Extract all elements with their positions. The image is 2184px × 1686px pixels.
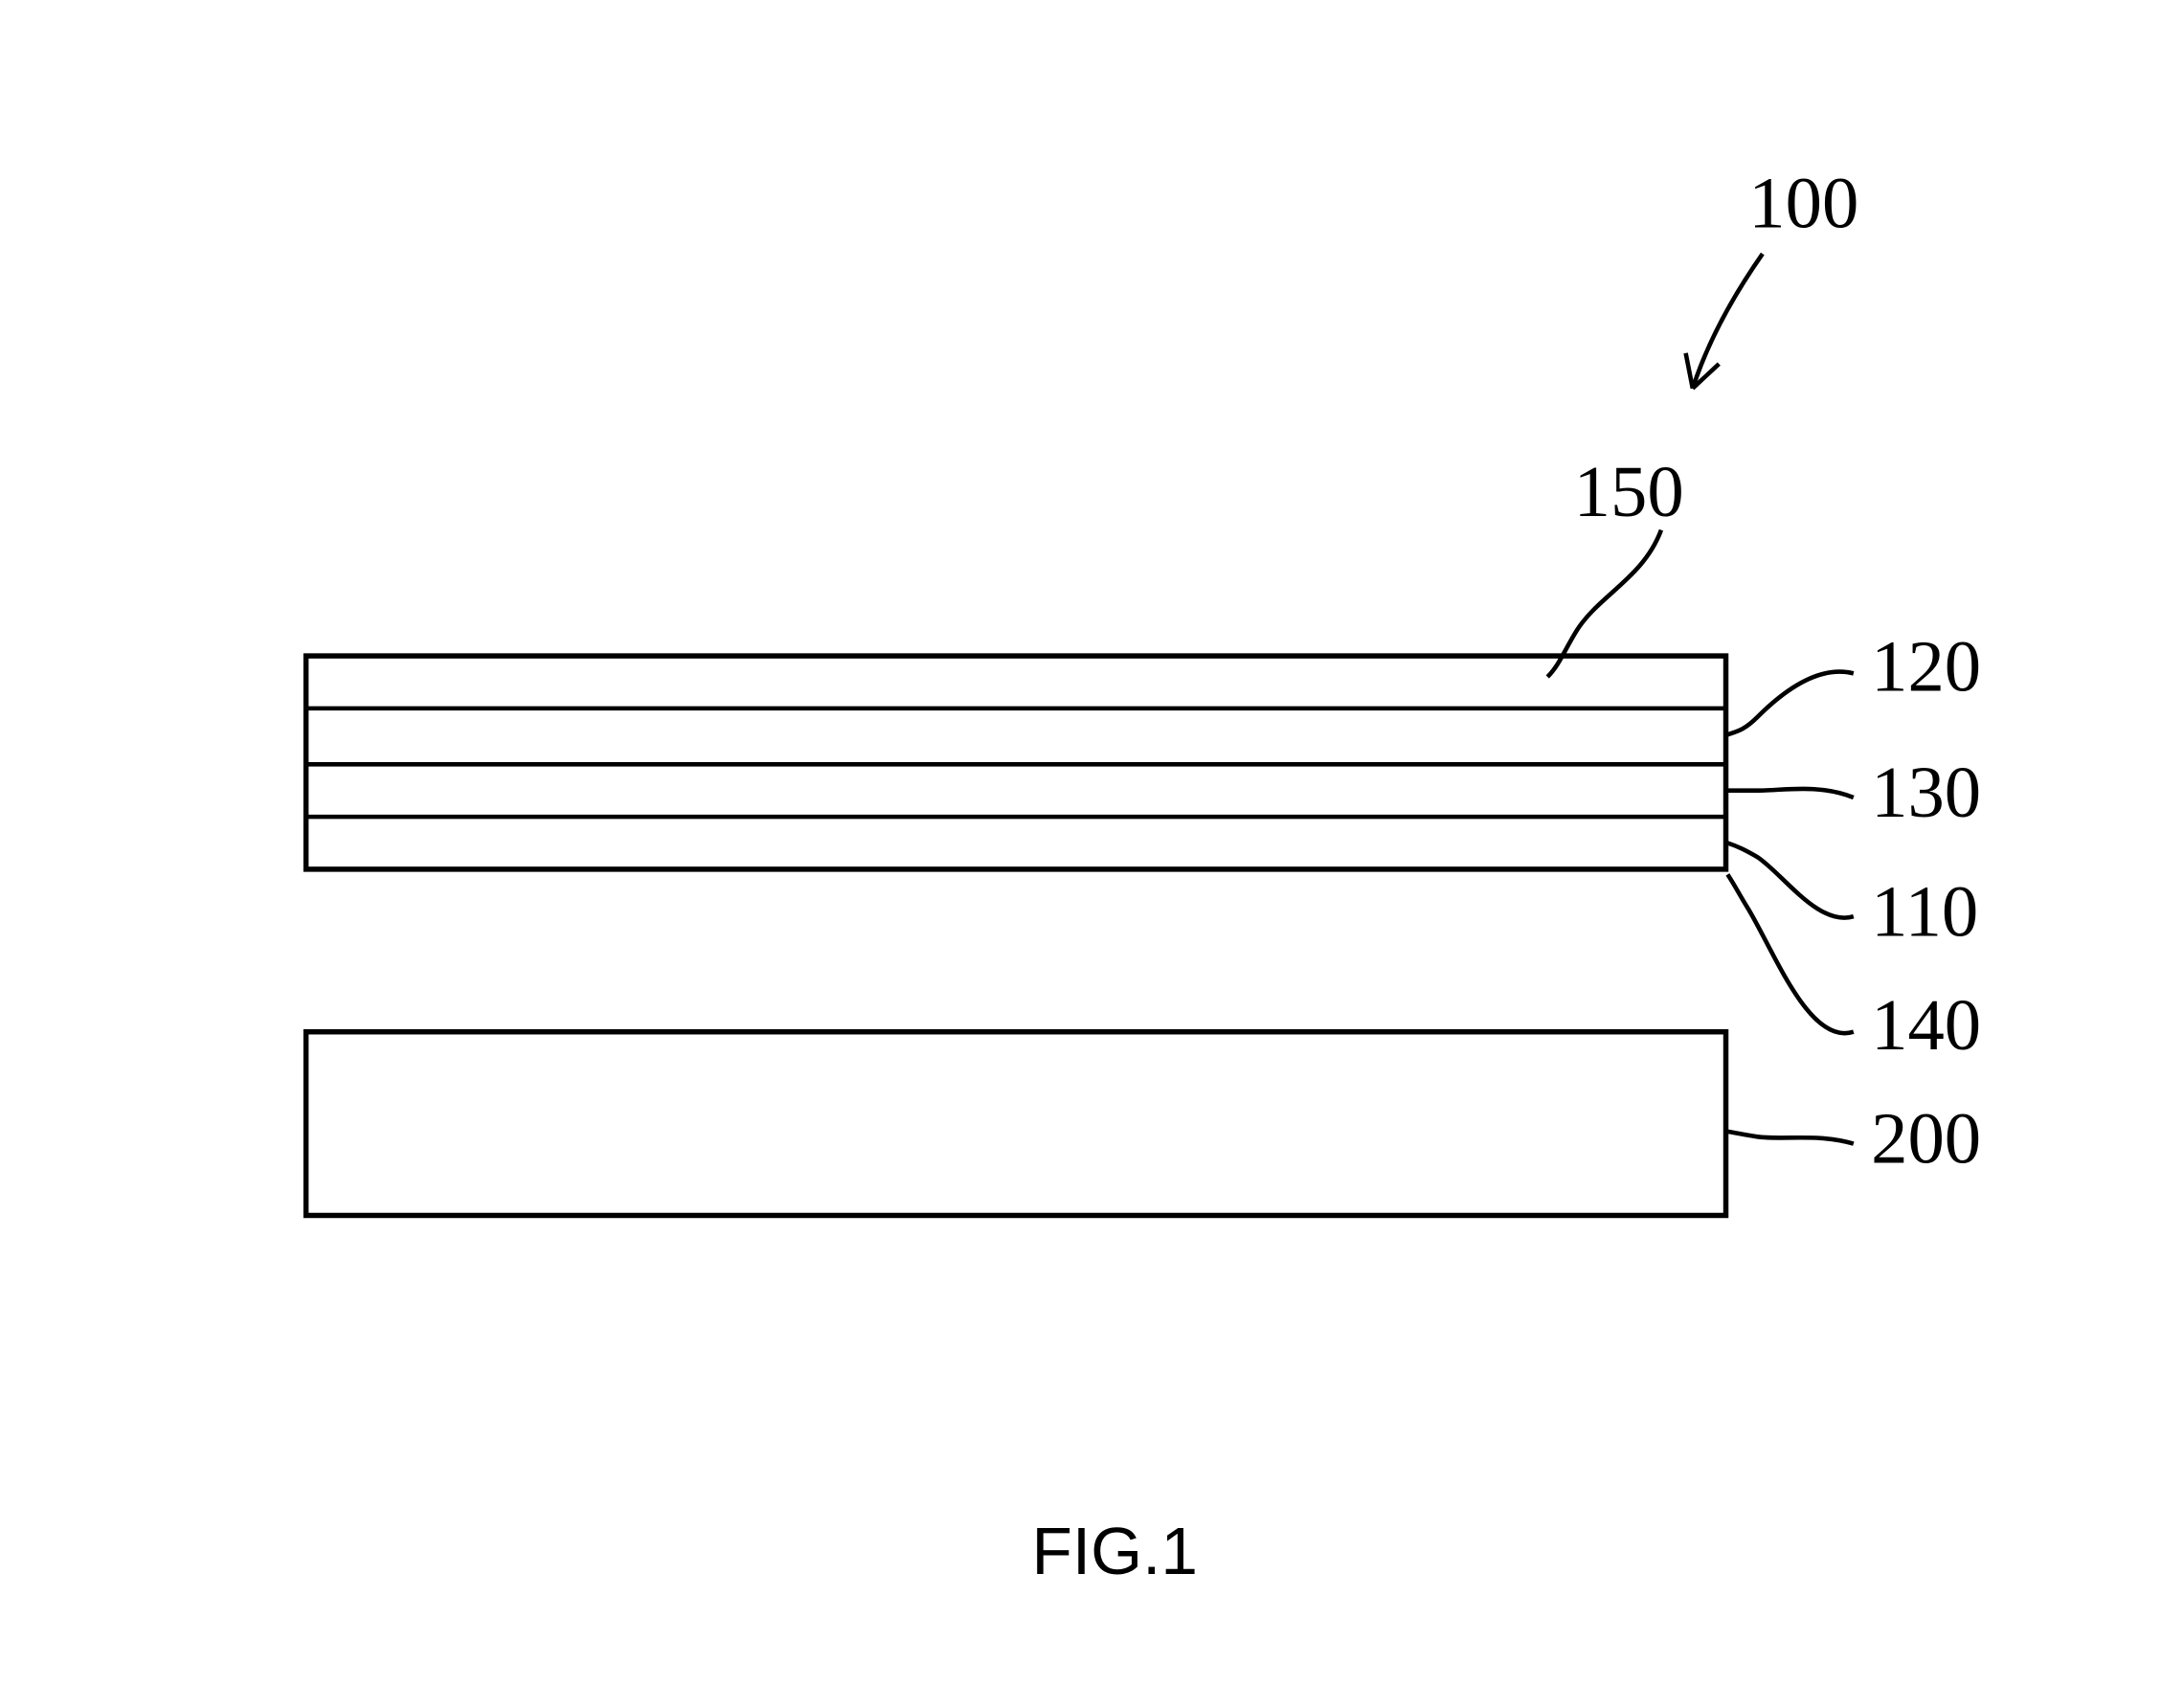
label-110: 110 [1871, 870, 1978, 952]
label-120: 120 [1871, 626, 1981, 708]
label-100: 100 [1748, 163, 1858, 244]
label-130: 130 [1871, 752, 1981, 833]
label-200: 200 [1871, 1098, 1981, 1180]
label-140: 140 [1871, 984, 1981, 1066]
figure-caption: FIG.1 [1031, 1514, 1197, 1588]
label-150: 150 [1574, 451, 1684, 532]
